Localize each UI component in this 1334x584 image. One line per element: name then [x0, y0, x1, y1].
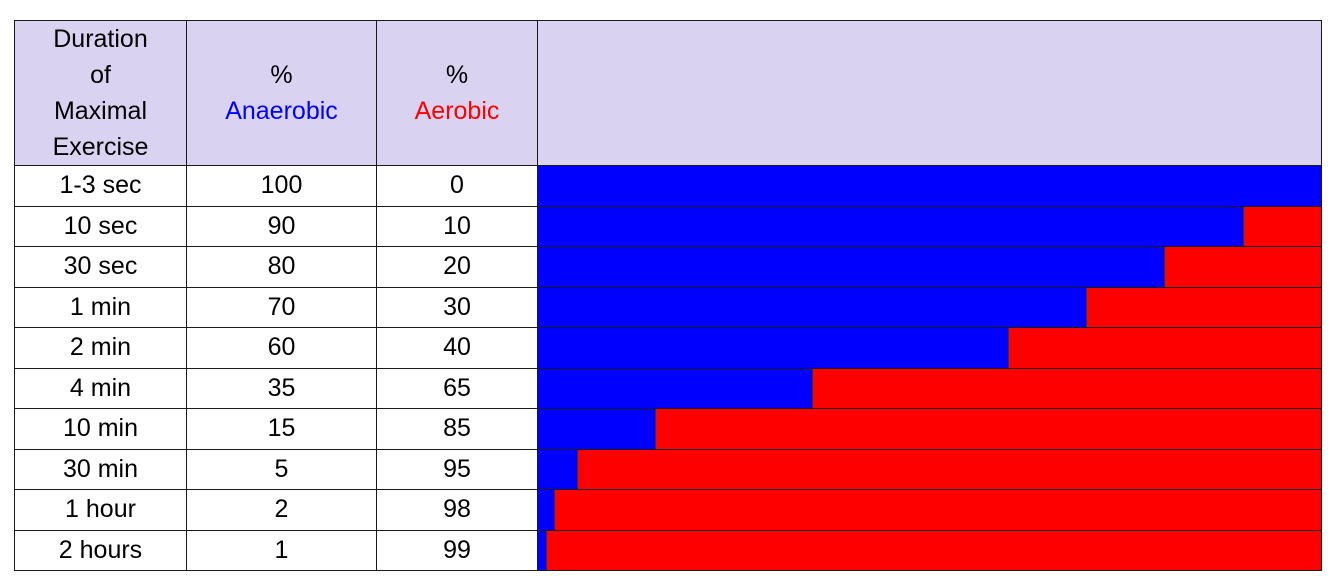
anaerobic-bar-segment: [538, 166, 1321, 206]
stacked-bar: [538, 490, 1321, 530]
aerobic-bar-segment: [1242, 206, 1321, 246]
duration-cell: 2 min: [14, 327, 187, 369]
bar-cell: [537, 205, 1322, 247]
stacked-bar: [538, 328, 1321, 368]
anaerobic-bar-segment: [538, 530, 546, 570]
aerobic-bar-segment: [812, 368, 1321, 408]
aerobic-value-cell: 65: [376, 367, 538, 409]
table-row: 1 hour 2 98: [14, 489, 1322, 531]
duration-header-line: Duration: [53, 25, 148, 53]
duration-cell: 4 min: [14, 367, 187, 409]
aerobic-value-cell: 30: [376, 286, 538, 328]
bar-cell: [537, 529, 1322, 571]
duration-cell: 1-3 sec: [14, 165, 187, 207]
table-body: 1-3 sec 100 0 10 sec 90 10 30 sec 80 20 1 min 70 30…: [14, 165, 1322, 571]
duration-cell: 2 hours: [14, 529, 187, 571]
table-row: 1 min 70 30: [14, 286, 1322, 328]
aerobic-value-cell: 20: [376, 246, 538, 288]
aerobic-bar-segment: [1086, 287, 1321, 327]
duration-header-line: Exercise: [52, 133, 149, 161]
aerobic-header-label: Aerobic: [414, 97, 500, 125]
duration-header-line: of: [90, 61, 111, 89]
anaerobic-value-cell: 70: [186, 286, 377, 328]
anaerobic-bar-segment: [538, 449, 578, 489]
energy-system-table: Duration of Maximal Exercise % Anaerobic…: [14, 20, 1322, 571]
duration-cell: 30 min: [14, 448, 187, 490]
stacked-bar: [538, 166, 1321, 206]
aerobic-bar-segment: [1164, 247, 1321, 287]
stacked-bar: [538, 368, 1321, 408]
anaerobic-bar-segment: [538, 490, 554, 530]
aerobic-bar-segment: [545, 530, 1321, 570]
table-row: 10 min 15 85: [14, 408, 1322, 450]
anaerobic-bar-segment: [538, 409, 656, 449]
bar-cell: [537, 448, 1322, 490]
bar-cell: [537, 327, 1322, 369]
bar-cell: [537, 408, 1322, 450]
aerobic-value-cell: 85: [376, 408, 538, 450]
duration-cell: 1 hour: [14, 489, 187, 531]
stacked-bar: [538, 449, 1321, 489]
aerobic-value-cell: 0: [376, 165, 538, 207]
anaerobic-pct-symbol: %: [270, 61, 293, 89]
bar-cell: [537, 246, 1322, 288]
stacked-bar: [538, 409, 1321, 449]
bar-cell: [537, 165, 1322, 207]
table-row: 4 min 35 65: [14, 367, 1322, 409]
table-row: 2 hours 1 99: [14, 529, 1322, 571]
aerobic-bar-segment: [655, 409, 1321, 449]
anaerobic-value-cell: 60: [186, 327, 377, 369]
aerobic-bar-segment: [1007, 328, 1321, 368]
table-row: 30 min 5 95: [14, 448, 1322, 490]
aerobic-value-cell: 98: [376, 489, 538, 531]
aerobic-value-cell: 95: [376, 448, 538, 490]
bar-cell: [537, 367, 1322, 409]
anaerobic-value-cell: 35: [186, 367, 377, 409]
table-row: 2 min 60 40: [14, 327, 1322, 369]
anaerobic-bar-segment: [538, 206, 1243, 246]
table-row: 1-3 sec 100 0: [14, 165, 1322, 207]
stacked-bar: [538, 287, 1321, 327]
aerobic-header: % Aerobic: [376, 20, 538, 166]
table-row: 30 sec 80 20: [14, 246, 1322, 288]
bar-cell: [537, 286, 1322, 328]
anaerobic-value-cell: 90: [186, 205, 377, 247]
duration-cell: 1 min: [14, 286, 187, 328]
duration-header-line: Maximal: [53, 97, 148, 125]
anaerobic-value-cell: 5: [186, 448, 377, 490]
stacked-bar: [538, 206, 1321, 246]
anaerobic-value-cell: 2: [186, 489, 377, 531]
bar-cell: [537, 489, 1322, 531]
anaerobic-bar-segment: [538, 328, 1008, 368]
aerobic-value-cell: 99: [376, 529, 538, 571]
duration-cell: 30 sec: [14, 246, 187, 288]
anaerobic-header-label: Anaerobic: [225, 97, 338, 125]
anaerobic-header: % Anaerobic: [186, 20, 377, 166]
aerobic-value-cell: 10: [376, 205, 538, 247]
aerobic-pct-symbol: %: [445, 61, 469, 89]
aerobic-value-cell: 40: [376, 327, 538, 369]
anaerobic-bar-segment: [538, 247, 1165, 287]
anaerobic-value-cell: 100: [186, 165, 377, 207]
stacked-bar: [538, 247, 1321, 287]
duration-header: Duration of Maximal Exercise: [14, 20, 187, 166]
aerobic-bar-segment: [553, 490, 1321, 530]
anaerobic-value-cell: 15: [186, 408, 377, 450]
aerobic-bar-segment: [577, 449, 1321, 489]
header-row: Duration of Maximal Exercise % Anaerobic…: [14, 20, 1322, 166]
stacked-bar: [538, 530, 1321, 570]
bar-header-empty: [537, 20, 1322, 166]
duration-cell: 10 min: [14, 408, 187, 450]
anaerobic-bar-segment: [538, 287, 1087, 327]
anaerobic-value-cell: 80: [186, 246, 377, 288]
anaerobic-bar-segment: [538, 368, 813, 408]
anaerobic-value-cell: 1: [186, 529, 377, 571]
duration-cell: 10 sec: [14, 205, 187, 247]
table-row: 10 sec 90 10: [14, 205, 1322, 247]
